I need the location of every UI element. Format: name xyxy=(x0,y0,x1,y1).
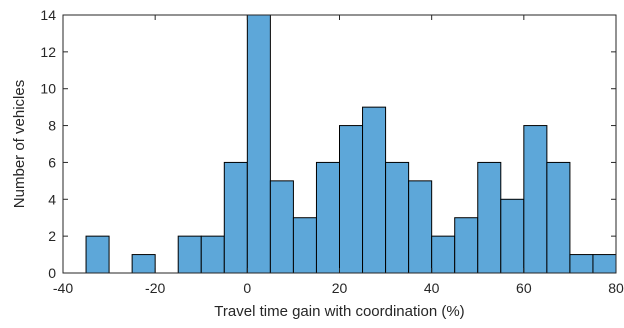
histogram-bar xyxy=(546,161,571,274)
x-axis-ticks: -40 -20 0 20 40 60 80 xyxy=(53,15,624,296)
x-tick-label: -20 xyxy=(145,280,165,296)
x-tick-label: -40 xyxy=(53,280,73,296)
x-tick-label: 20 xyxy=(332,280,348,296)
histogram-bar xyxy=(431,235,456,274)
y-tick-label: 10 xyxy=(40,81,56,97)
histogram-bar xyxy=(408,180,433,274)
histogram-bar xyxy=(292,217,317,274)
histogram-bar xyxy=(339,125,364,274)
plot-area-box xyxy=(62,14,617,274)
histogram-bars xyxy=(85,14,617,274)
histogram-bar xyxy=(177,235,202,274)
y-tick-label: 12 xyxy=(40,44,56,60)
histogram-bar xyxy=(454,217,479,274)
histogram-bar xyxy=(269,180,294,274)
y-tick-label: 6 xyxy=(48,154,56,170)
histogram-bar xyxy=(315,161,341,274)
histogram-bar xyxy=(592,254,617,274)
y-tick-label: 8 xyxy=(48,118,56,134)
y-tick-label: 14 xyxy=(40,7,56,23)
histogram-bar xyxy=(500,198,525,274)
x-tick-label: 60 xyxy=(516,280,532,296)
y-tick-label: 0 xyxy=(48,265,56,281)
histogram-bar xyxy=(85,235,110,274)
histogram-bar xyxy=(569,254,594,274)
histogram-bar xyxy=(200,235,225,274)
histogram-bar xyxy=(385,161,410,274)
histogram-bar xyxy=(131,254,156,274)
histogram-bar xyxy=(477,161,502,274)
x-tick-label: 0 xyxy=(243,280,251,296)
x-tick-label: 40 xyxy=(424,280,440,296)
y-axis-label: Number of vehicles xyxy=(11,80,28,208)
histogram-bar xyxy=(523,125,548,274)
x-tick-label: 80 xyxy=(608,280,624,296)
histogram-bar xyxy=(246,14,271,274)
histogram-bar xyxy=(223,161,248,274)
y-tick-label: 2 xyxy=(48,228,56,244)
x-axis-label: Travel time gain with coordination (%) xyxy=(214,303,464,320)
histogram-bar xyxy=(362,106,387,274)
y-tick-label: 4 xyxy=(48,191,56,207)
y-axis-ticks: 0 2 4 6 8 10 12 14 xyxy=(40,7,616,281)
